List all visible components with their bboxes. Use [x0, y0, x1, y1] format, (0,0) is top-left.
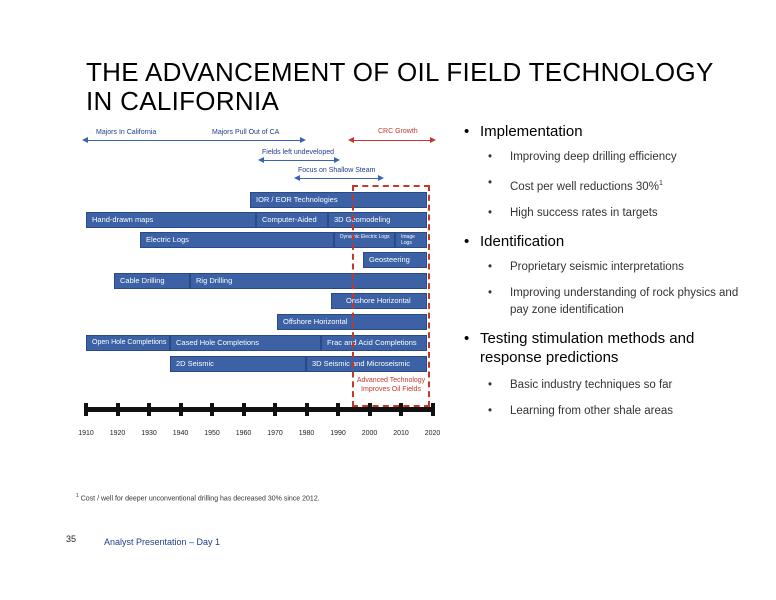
sub-bullet: Cost per well reductions 30%1: [488, 175, 760, 196]
footnote: 1 Cost / well for deeper unconventional …: [76, 493, 320, 502]
timeline-tick: [147, 403, 151, 416]
arrow-left-head-icon: [348, 136, 354, 143]
bullet-list: Implementation Improving deep drilling e…: [460, 122, 760, 429]
bullet-identification: Identification: [460, 232, 760, 251]
timeline-tick: [241, 403, 246, 416]
arrow-right-head-icon: [334, 156, 340, 163]
timeline-year-label: 1940: [172, 430, 189, 437]
sub-bullet: Basic industry techniques so far: [488, 377, 760, 394]
bar-ior-eor: IOR / EOR Technologies: [250, 192, 427, 208]
sub-bullet: High success rates in targets: [488, 205, 760, 222]
timeline-year-label: 1970: [267, 430, 283, 437]
bar-open-hole-completions: Open Hole Completions: [86, 335, 170, 351]
bar-cable-drilling: Cable Drilling: [114, 273, 190, 289]
bar-image-logs: Image Logs: [395, 232, 427, 248]
timeline-tick: [430, 403, 435, 416]
arrow-left-head-icon: [258, 156, 264, 163]
arrow-right-head-icon: [378, 174, 384, 181]
timeline-tick: [178, 403, 183, 416]
bar-electric-logs: Electric Logs: [140, 232, 334, 248]
footer-label: Analyst Presentation – Day 1: [104, 537, 221, 547]
focus-shallow-steam-arrow: [294, 174, 384, 181]
bar-3d-seismic-microseismic: 3D Seismic and Microseismic: [306, 356, 427, 372]
bar-cased-hole-completions: Cased Hole Completions: [170, 335, 321, 351]
crc-highlight-box: [352, 185, 430, 407]
bar-geosteering: Geosteering: [363, 252, 427, 268]
bar-rig-drilling: Rig Drilling: [190, 273, 427, 289]
timeline-tick: [304, 403, 309, 416]
arrow-right-head-icon: [430, 136, 436, 143]
timeline-year-label: 1910: [78, 430, 94, 437]
timeline-year-label: 1920: [109, 430, 126, 437]
majors-pull-out-label: Majors Pull Out of CA: [212, 129, 280, 136]
timeline-year-label: 2000: [361, 430, 378, 437]
bar-dynamic-electric-logs: Dynamic Electric Logs: [334, 232, 395, 248]
sub-bullet-text: Cost per well reductions 30%: [510, 180, 659, 193]
crc-growth-arrow: [348, 136, 436, 143]
timeline-year-label: 1930: [141, 430, 157, 437]
focus-shallow-steam-label: Focus on Shallow Steam: [298, 167, 376, 174]
sub-bullet: Improving understanding of rock physics …: [488, 285, 760, 319]
bar-computer-aided: Computer-Aided: [256, 212, 328, 228]
majors-arrow: [82, 136, 306, 143]
footnote-sup: 1: [76, 493, 79, 499]
majors-in-california-label: Majors In California: [96, 129, 157, 136]
timeline-year-label: 2010: [393, 430, 409, 437]
timeline-tick: [84, 403, 88, 416]
bar-frac-acid-completions: Frac and Acid Completions: [321, 335, 427, 351]
arrow-right-head-icon: [300, 136, 306, 143]
timeline-year-label: 2020: [424, 430, 441, 437]
timeline-year-label: 1950: [204, 430, 220, 437]
timeline-tick: [210, 403, 214, 416]
arrow-left-head-icon: [294, 174, 300, 181]
fields-left-undeveloped-arrow: [258, 156, 340, 163]
timeline-year-label: 1990: [330, 430, 346, 437]
bar-hand-drawn-maps: Hand-drawn maps: [86, 212, 256, 228]
bar-2d-seismic: 2D Seismic: [170, 356, 306, 372]
bar-onshore-horizontal: Onshore Horizontal: [331, 293, 427, 309]
fields-left-undeveloped-label: Fields left undeveloped: [262, 149, 334, 156]
timeline-year-label: 1980: [298, 430, 315, 437]
sub-bullet: Improving deep drilling efficiency: [488, 149, 760, 166]
timeline-tick: [399, 403, 403, 416]
footnote-text: Cost / well for deeper unconventional dr…: [80, 495, 320, 503]
arrow-left-head-icon: [82, 136, 88, 143]
page-number: 35: [66, 534, 77, 544]
sub-bullet: Learning from other shale areas: [488, 403, 760, 420]
timeline-axis: [84, 407, 432, 412]
timeline-tick: [273, 403, 277, 416]
bullet-implementation: Implementation: [460, 122, 760, 141]
bullet-testing: Testing stimulation methods and response…: [460, 329, 760, 367]
timeline-year-label: 1960: [235, 430, 252, 437]
timeline-tick: [367, 403, 372, 416]
footnote-marker: 1: [658, 180, 663, 187]
timeline-tick: [336, 403, 340, 416]
timeline-tick: [115, 403, 120, 416]
crc-growth-label: CRC Growth: [378, 128, 418, 135]
advanced-technology-note: Advanced Technology Improves Oil Fields: [356, 377, 426, 393]
sub-bullet: Proprietary seismic interpretations: [488, 259, 760, 276]
slide-title: THE ADVANCEMENT OF OIL FIELD TECHNOLOGY …: [86, 57, 714, 116]
